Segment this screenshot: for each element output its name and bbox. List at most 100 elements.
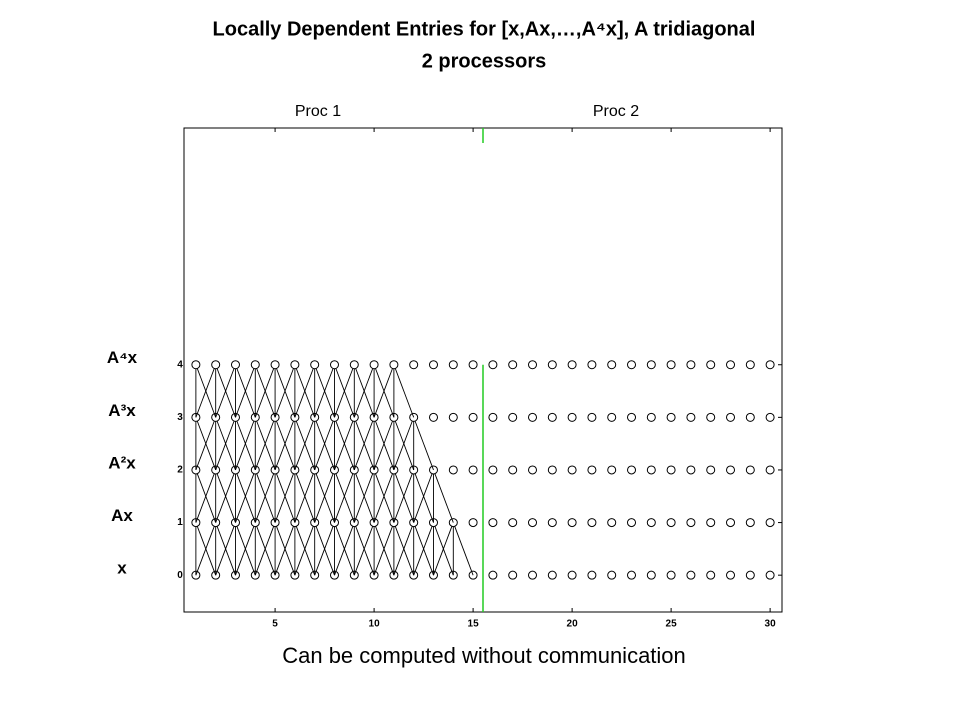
- dependency-edge: [314, 417, 335, 471]
- entry: [666, 412, 676, 422]
- y-tick-label: 2: [177, 465, 183, 476]
- entry: [488, 360, 498, 370]
- dependency-edge: [195, 522, 217, 576]
- entry: [448, 360, 458, 370]
- dependency-edge: [215, 417, 236, 471]
- entry: [627, 412, 637, 422]
- entry: [607, 570, 617, 580]
- entry: [646, 518, 656, 528]
- dependency-edge: [215, 522, 236, 576]
- entry: [607, 412, 617, 422]
- entry: [726, 360, 736, 370]
- entry: [726, 412, 736, 422]
- entry: [508, 465, 518, 475]
- dependency-edge: [254, 364, 276, 418]
- dependency-edge: [314, 364, 335, 418]
- region-label: Proc 1: [295, 103, 341, 120]
- entry: [666, 465, 676, 475]
- entry: [646, 412, 656, 422]
- dependency-edge: [235, 364, 256, 418]
- dependency-edge: [314, 469, 335, 523]
- dependency-edge: [195, 469, 217, 523]
- entry: [468, 518, 478, 528]
- entry: [508, 360, 518, 370]
- entry: [567, 518, 577, 528]
- entry: [706, 360, 716, 370]
- entry: [587, 412, 597, 422]
- entry: [726, 518, 736, 528]
- dependency-edge: [254, 522, 276, 576]
- entry: [587, 465, 597, 475]
- entry: [528, 465, 538, 475]
- dependency-edge: [334, 417, 355, 471]
- entry: [646, 570, 656, 580]
- dependency-edge: [353, 364, 375, 418]
- entry: [428, 360, 438, 370]
- dependency-edge: [413, 417, 434, 471]
- entry: [508, 412, 518, 422]
- entry: [686, 570, 696, 580]
- entry: [646, 465, 656, 475]
- entry: [448, 412, 458, 422]
- entry: [686, 465, 696, 475]
- entry: [211, 360, 221, 370]
- entry: [607, 518, 617, 528]
- dependency-edge: [274, 364, 296, 418]
- entry: [468, 465, 478, 475]
- entry: [567, 465, 577, 475]
- entry: [528, 518, 538, 528]
- entry: [310, 360, 320, 370]
- entry: [428, 412, 438, 422]
- entry: [528, 570, 538, 580]
- entry: [587, 570, 597, 580]
- x-tick-label: 15: [468, 619, 480, 630]
- dependency-edge: [314, 522, 335, 576]
- y-tick-label: 1: [177, 517, 183, 528]
- dependency-edge: [373, 417, 395, 471]
- row-label: A²x: [108, 453, 136, 472]
- entry: [290, 360, 300, 370]
- entry: [627, 465, 637, 475]
- x-tick-label: 10: [369, 619, 381, 630]
- dependency-edge: [413, 522, 434, 576]
- entry: [765, 360, 775, 370]
- entry: [686, 518, 696, 528]
- y-tick-label: 0: [177, 570, 183, 581]
- dependency-edge: [353, 417, 375, 471]
- entry: [508, 570, 518, 580]
- entry: [528, 360, 538, 370]
- dependency-edge: [235, 469, 256, 523]
- dependency-edge: [373, 469, 395, 523]
- dependency-edge: [433, 469, 454, 523]
- entry: [627, 570, 637, 580]
- entry: [567, 570, 577, 580]
- dependency-edge: [452, 522, 474, 576]
- subtitle: 2 processors: [422, 50, 547, 72]
- entry: [567, 360, 577, 370]
- entry: [547, 518, 557, 528]
- dependency-edge: [353, 469, 375, 523]
- dependency-edge: [393, 417, 415, 471]
- dependency-edge: [274, 417, 296, 471]
- dependency-edge: [195, 417, 217, 471]
- dependency-edge: [334, 364, 355, 418]
- entry: [765, 570, 775, 580]
- entry: [191, 360, 201, 370]
- entry: [627, 360, 637, 370]
- row-label: A⁴x: [107, 348, 138, 367]
- entry: [646, 360, 656, 370]
- entry: [448, 465, 458, 475]
- dependency-edge: [294, 522, 316, 576]
- entry: [627, 518, 637, 528]
- entry: [706, 465, 716, 475]
- entry: [745, 412, 755, 422]
- dependency-edge: [393, 469, 415, 523]
- entry: [270, 360, 280, 370]
- row-label: x: [117, 559, 127, 578]
- caption: Can be computed without communication: [282, 643, 686, 668]
- dependency-edge: [334, 469, 355, 523]
- entry: [230, 360, 240, 370]
- dependency-edge: [393, 522, 415, 576]
- dependency-edge: [294, 417, 316, 471]
- entry: [666, 518, 676, 528]
